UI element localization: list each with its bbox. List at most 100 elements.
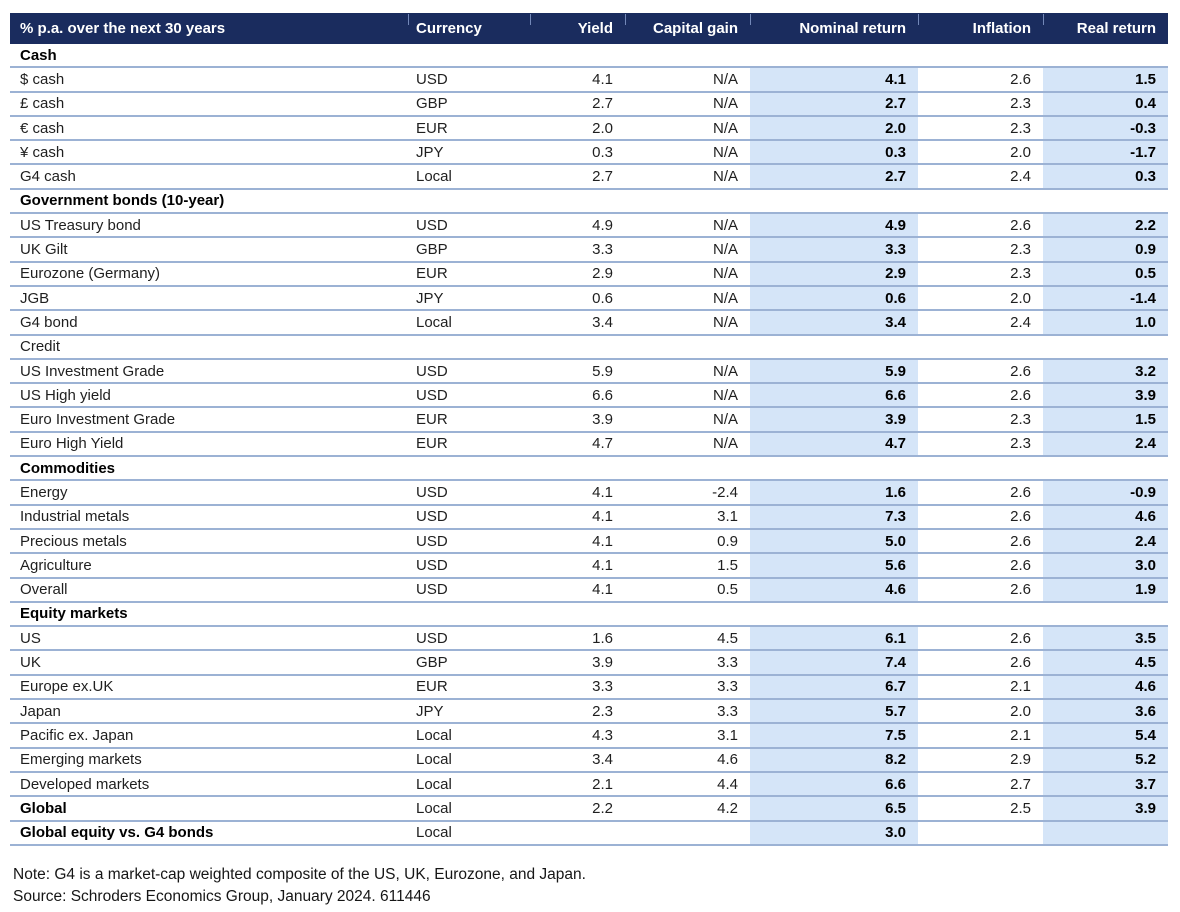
- cell-yield: 2.0: [592, 119, 613, 137]
- cell-capital-gain: N/A: [712, 265, 738, 283]
- cell-real-return: 3.7: [1043, 772, 1168, 796]
- section-row-cash: Cash: [10, 44, 1168, 69]
- cell-currency: EUR: [416, 411, 448, 429]
- cell-currency: Local: [416, 799, 452, 817]
- table-row-agriculture: Agriculture USD 4.1 1.5 5.6 2.6 3.0: [10, 554, 1168, 579]
- cell-currency: USD: [416, 362, 448, 380]
- cell-inflation: 2.6: [1010, 508, 1031, 526]
- cell-nominal-return: 1.6: [750, 481, 918, 504]
- cell-inflation: 2.6: [1010, 70, 1031, 88]
- table-row-eurozone-germany: Eurozone (Germany) EUR 2.9 N/A 2.9 2.3 0.5: [10, 262, 1168, 287]
- cell-real-return: 1.5: [1043, 408, 1168, 431]
- cell-real-return: 4.6: [1043, 675, 1168, 699]
- cell-real-return: 0.4: [1043, 92, 1168, 115]
- cell-nominal-return: 4.6: [750, 578, 918, 601]
- cell-capital-gain: N/A: [712, 168, 738, 186]
- cell-nominal-return: 6.6: [750, 384, 918, 407]
- cell-asset-name: US Treasury bond: [20, 216, 141, 234]
- cell-real-return: 5.4: [1043, 724, 1168, 747]
- cell-asset-name: ¥ cash: [20, 143, 65, 161]
- cell-currency: Local: [416, 775, 452, 793]
- cell-inflation: 2.5: [1010, 799, 1031, 817]
- cell-asset-name: Euro High Yield: [20, 435, 124, 453]
- cell-inflation: 2.3: [1010, 95, 1031, 113]
- section-row-credit: Credit: [10, 336, 1168, 360]
- cell-real-return: 3.9: [1043, 384, 1168, 407]
- cell-capital-gain: N/A: [712, 216, 738, 234]
- table-body: Cash $ cash USD 4.1 N/A 4.1 2.6 1.5 £ cash GBP 2.7…: [10, 44, 1168, 846]
- cell-currency: Local: [416, 824, 452, 842]
- cell-real-return: 4.6: [1043, 505, 1168, 528]
- table-row-uk-gilt: UK Gilt GBP 3.3 N/A 3.3 2.3 0.9: [10, 238, 1168, 263]
- cell-yield: 2.7: [592, 168, 613, 186]
- cell-inflation: [918, 822, 1043, 844]
- cell-nominal-return: 6.6: [750, 772, 918, 796]
- cell-nominal-return: 7.3: [750, 505, 918, 528]
- table-row-cash: £ cash GBP 2.7 N/A 2.7 2.3 0.4: [10, 92, 1168, 117]
- table-row-us-investment-grade: US Investment Grade USD 5.9 N/A 5.9 2.6 3.2: [10, 359, 1168, 385]
- cell-real-return: 3.5: [1043, 627, 1168, 650]
- cell-currency: Local: [416, 726, 452, 744]
- cell-capital-gain: N/A: [712, 289, 738, 307]
- cell-real-return: 2.4: [1043, 432, 1168, 456]
- table-row-us-high-yield: US High yield USD 6.6 N/A 6.6 2.6 3.9: [10, 384, 1168, 409]
- cell-capital-gain: 0.9: [717, 532, 738, 550]
- cell-nominal-return: 6.5: [750, 797, 918, 820]
- cell-yield: 4.7: [592, 435, 613, 453]
- cell-nominal-return: 2.7: [750, 165, 918, 188]
- cell-real-return: 3.9: [1043, 797, 1168, 820]
- cell-inflation: 2.4: [1010, 168, 1031, 186]
- cell-capital-gain: N/A: [712, 362, 738, 380]
- cell-real-return: [1043, 821, 1168, 844]
- cell-nominal-return: 0.3: [750, 141, 918, 164]
- cell-real-return: 0.3: [1043, 165, 1168, 188]
- cell-currency: USD: [416, 483, 448, 501]
- cell-nominal-return: 3.9: [750, 408, 918, 431]
- cell-inflation: 2.0: [1010, 143, 1031, 161]
- section-label: Cash: [20, 46, 57, 64]
- cell-inflation: 2.6: [1010, 654, 1031, 672]
- cell-asset-name: Pacific ex. Japan: [20, 726, 134, 744]
- cell-asset-name: Energy: [20, 483, 68, 501]
- cell-currency: USD: [416, 216, 448, 234]
- table-row-industrial-metals: Industrial metals USD 4.1 3.1 7.3 2.6 4.6: [10, 505, 1168, 530]
- cell-currency: EUR: [416, 678, 448, 696]
- cell-yield: 4.1: [592, 508, 613, 526]
- cell-real-return: -1.7: [1043, 141, 1168, 164]
- cell-capital-gain: 3.3: [717, 702, 738, 720]
- cell-yield: 0.6: [592, 289, 613, 307]
- cell-capital-gain: N/A: [712, 435, 738, 453]
- column-header-nominal-return: Nominal return: [750, 13, 918, 44]
- cell-asset-name: UK Gilt: [20, 241, 68, 259]
- section-row-commodities: Commodities: [10, 457, 1168, 482]
- cell-currency: USD: [416, 629, 448, 647]
- table-row-g4-cash: G4 cash Local 2.7 N/A 2.7 2.4 0.3: [10, 165, 1168, 190]
- cell-nominal-return: 5.6: [750, 554, 918, 577]
- cell-capital-gain: -2.4: [712, 483, 738, 501]
- cell-inflation: 2.6: [1010, 362, 1031, 380]
- cell-yield: 3.3: [592, 678, 613, 696]
- table-row-cash: $ cash USD 4.1 N/A 4.1 2.6 1.5: [10, 68, 1168, 93]
- table-row-developed-markets: Developed markets Local 2.1 4.4 6.6 2.7 3.7: [10, 772, 1168, 798]
- table-footnotes: Note: G4 is a market-cap weighted compos…: [13, 864, 586, 908]
- cell-inflation: 2.3: [1010, 265, 1031, 283]
- cell-asset-name: Developed markets: [20, 775, 150, 793]
- table-row-energy: Energy USD 4.1 -2.4 1.6 2.6 -0.9: [10, 481, 1168, 506]
- table-row-uk: UK GBP 3.9 3.3 7.4 2.6 4.5: [10, 651, 1168, 676]
- cell-asset-name: Industrial metals: [20, 508, 130, 526]
- cell-nominal-return: 4.9: [750, 214, 918, 237]
- cell-currency: JPY: [416, 702, 444, 720]
- cell-asset-name: $ cash: [20, 70, 65, 88]
- cell-yield: 2.1: [592, 775, 613, 793]
- source-line: Source: Schroders Economics Group, Janua…: [13, 888, 431, 905]
- cell-capital-gain: 4.4: [717, 775, 738, 793]
- section-label: Credit: [20, 338, 61, 356]
- cell-yield: 4.3: [592, 726, 613, 744]
- cell-capital-gain: N/A: [712, 241, 738, 259]
- forecast-table: % p.a. over the next 30 years Currency Y…: [10, 13, 1168, 846]
- cell-asset-name: UK: [20, 654, 41, 672]
- cell-nominal-return: 6.7: [750, 675, 918, 699]
- cell-nominal-return: 4.1: [750, 68, 918, 91]
- cell-yield: 3.3: [592, 241, 613, 259]
- column-header-capital-gain: Capital gain: [625, 13, 750, 44]
